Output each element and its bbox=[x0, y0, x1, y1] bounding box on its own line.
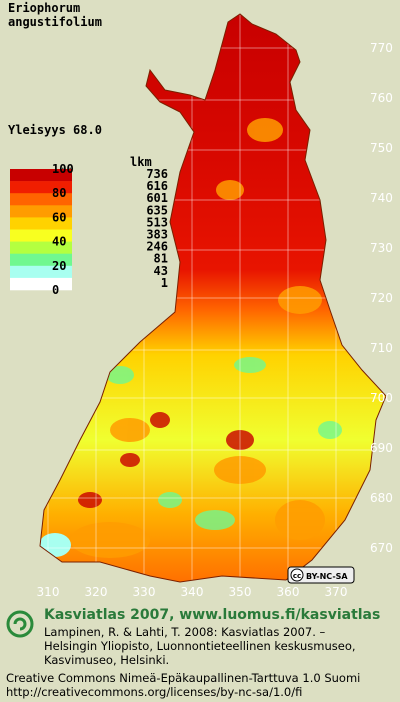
badge-text: BY-NC-SA bbox=[306, 572, 348, 581]
northing-label: 750 bbox=[370, 141, 393, 155]
northing-label: 720 bbox=[370, 291, 393, 305]
legend-swatch bbox=[10, 253, 72, 267]
scale-label: 80 bbox=[52, 186, 66, 200]
count: 246 bbox=[146, 240, 168, 254]
easting-label: 320 bbox=[85, 585, 108, 599]
legend-swatch bbox=[10, 193, 72, 206]
count: 81 bbox=[154, 252, 168, 266]
northing-label: 700 bbox=[370, 391, 393, 405]
easting-label: 340 bbox=[181, 585, 204, 599]
count: 736 bbox=[146, 167, 168, 181]
count: 601 bbox=[146, 191, 168, 205]
count: 616 bbox=[146, 179, 168, 193]
footer-heading: Kasviatlas 2007, www.luomus.fi/kasviatla… bbox=[44, 607, 380, 623]
scale-label: 0 bbox=[52, 283, 59, 297]
northing-label: 690 bbox=[370, 441, 393, 455]
svg-text:cc: cc bbox=[293, 572, 301, 580]
species-name: angustifolium bbox=[8, 15, 102, 29]
easting-label: 350 bbox=[229, 585, 252, 599]
easting-label: 360 bbox=[277, 585, 300, 599]
count: 513 bbox=[146, 215, 168, 229]
citation: Kasvimuseo, Helsinki. bbox=[44, 653, 169, 667]
count-header: lkm bbox=[130, 155, 152, 169]
license: Creative Commons Nimeä-Epäkaupallinen-Ta… bbox=[6, 671, 360, 685]
scale-label: 100 bbox=[52, 162, 74, 176]
legend-swatch bbox=[10, 181, 72, 194]
northing-label: 770 bbox=[370, 41, 393, 55]
easting-label: 330 bbox=[133, 585, 156, 599]
easting-label: 310 bbox=[37, 585, 60, 599]
northing-label: 730 bbox=[370, 241, 393, 255]
scale-label: 20 bbox=[52, 259, 66, 273]
easting-label: 370 bbox=[325, 585, 348, 599]
northing-label: 710 bbox=[370, 341, 393, 355]
legend-swatch bbox=[10, 205, 72, 218]
count: 43 bbox=[154, 264, 168, 278]
legend-swatch bbox=[10, 241, 72, 254]
northing-label: 680 bbox=[370, 491, 393, 505]
frequency: Yleisyys 68.0 bbox=[8, 123, 102, 137]
legend-swatch bbox=[10, 169, 72, 182]
citation: Helsingin Yliopisto, Luonnontieteellinen… bbox=[44, 639, 356, 653]
legend-swatch bbox=[10, 277, 72, 291]
species-name: Eriophorum bbox=[8, 1, 80, 15]
scale-label: 40 bbox=[52, 235, 66, 249]
count: 635 bbox=[146, 203, 168, 217]
northing-label: 740 bbox=[370, 191, 393, 205]
citation: Lampinen, R. & Lahti, T. 2008: Kasviatla… bbox=[44, 625, 326, 639]
northing-label: 670 bbox=[370, 541, 393, 555]
scale-label: 60 bbox=[52, 210, 66, 224]
logo bbox=[6, 610, 34, 638]
legend-swatch bbox=[10, 229, 72, 242]
northing-label: 760 bbox=[370, 91, 393, 105]
license-badge: cc BY-NC-SA bbox=[287, 566, 355, 584]
grid-labels: 770 760 750 740 730 720 710 700 690 680 670 310 320 3… bbox=[37, 41, 393, 599]
legend-swatch bbox=[10, 265, 72, 279]
license: http://creativecommons.org/licenses/by-n… bbox=[6, 685, 302, 699]
count: 1 bbox=[161, 276, 168, 290]
count: 383 bbox=[146, 228, 168, 242]
legend-swatch bbox=[10, 217, 72, 230]
